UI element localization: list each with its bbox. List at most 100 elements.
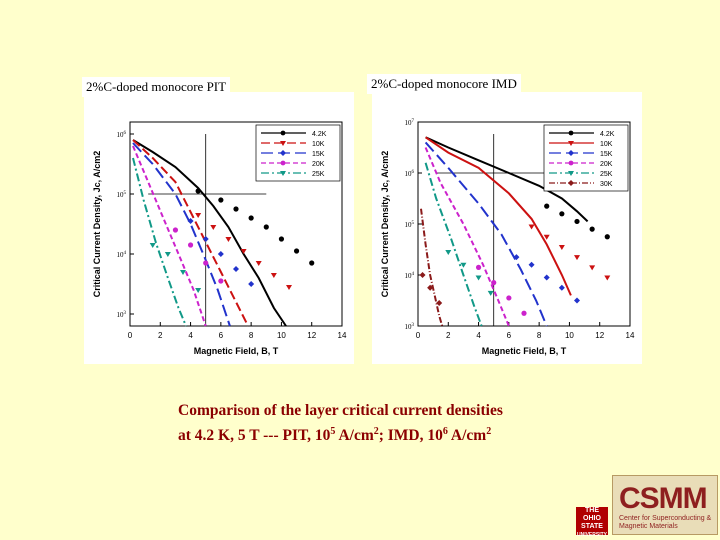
legend-label-4.2K: 4.2K (312, 131, 327, 138)
series-line-30K (420, 208, 444, 327)
series-line-25K (132, 157, 187, 327)
legend-label-30K: 30K (600, 181, 613, 188)
marker-10K (589, 265, 596, 271)
legend-marker-20K (568, 160, 574, 166)
y-tick-label: 107 (405, 119, 415, 127)
series-line-15K (132, 142, 231, 327)
marker-4.2K (309, 260, 315, 266)
marker-15K (528, 261, 535, 268)
osu-logo: THE OHIO STATE UNIVERSITY (576, 507, 608, 538)
marker-25K (460, 262, 467, 268)
x-tick-label: 2 (446, 331, 451, 340)
marker-10K (270, 273, 277, 278)
marker-30K (419, 272, 426, 278)
marker-15K (187, 218, 194, 224)
marker-15K (543, 274, 550, 281)
legend-box (543, 124, 629, 192)
marker-25K (164, 252, 171, 257)
imd-panel-title: 2%C-doped monocore IMD (367, 74, 521, 94)
legend-marker-10K (568, 141, 574, 146)
pit-chart-panel: 0 2 4 6 8 10 12 14 106 105 104 103 Magnetic Field, B… (84, 92, 354, 364)
legend-marker-15K (280, 150, 286, 156)
x-tick-label: 14 (626, 331, 635, 340)
marker-4.2K (278, 236, 285, 242)
series-line-20K (424, 147, 510, 327)
legend-label-25K: 25K (600, 171, 613, 178)
legend-label-10K: 10K (312, 141, 325, 148)
x-axis-label: Magnetic Field, B, T (482, 346, 567, 356)
marker-15K (248, 281, 255, 287)
marker-20K (475, 264, 482, 270)
plot-frame (129, 121, 343, 327)
series-line-15K (424, 141, 548, 327)
marker-10K (604, 275, 611, 281)
x-tick-label: 4 (476, 331, 481, 340)
legend-marker-15K (568, 150, 574, 156)
marker-10K (543, 234, 550, 240)
marker-25K (475, 275, 482, 281)
marker-25K (180, 270, 186, 275)
marker-15K (233, 266, 239, 272)
marker-15K (574, 297, 580, 304)
marker-25K (445, 250, 452, 256)
series-line-4.2K (132, 139, 287, 327)
csmm-logo: CSMM Center for Superconducting & Magnet… (612, 475, 718, 535)
marker-10K (558, 244, 565, 250)
imd-chart: 0 2 4 6 8 10 12 14 107 106 105 104 103 Magnetic Field… (380, 119, 635, 356)
marker-20K (172, 227, 179, 233)
marker-15K (217, 251, 224, 257)
marker-4.2K (263, 224, 269, 230)
y-axis-label: Critical Current Density, Jc, A/cm2 (92, 151, 102, 298)
y-tick-label: 105 (405, 221, 415, 229)
marker-10K (255, 261, 262, 266)
series-line-10K (132, 139, 249, 327)
y-tick-label: 104 (117, 251, 127, 259)
series-line-20K (132, 145, 207, 327)
y-tick-label: 105 (117, 191, 127, 199)
marker-4.2K (604, 234, 610, 240)
legend-label-20K: 20K (600, 161, 613, 168)
legend-marker-25K (280, 171, 286, 176)
series-line-25K (424, 162, 483, 327)
marker-25K (149, 243, 156, 248)
legend-label-15K: 15K (600, 151, 613, 158)
marker-25K (487, 290, 494, 296)
legend-label-15K: 15K (312, 151, 325, 158)
legend-marker-10K (280, 141, 286, 146)
marker-4.2K (293, 248, 300, 254)
legend-marker-30K (568, 180, 574, 186)
x-tick-label: 6 (219, 331, 224, 340)
legend-marker-25K (568, 171, 574, 176)
marker-4.2K (544, 203, 550, 209)
pit-chart: 0 2 4 6 8 10 12 14 106 105 104 103 Magnetic Field, B… (92, 121, 347, 356)
x-axis-label: Magnetic Field, B, T (194, 346, 279, 356)
marker-20K (521, 310, 527, 316)
marker-25K (195, 288, 202, 293)
x-tick-label: 6 (507, 331, 512, 340)
marker-10K (528, 224, 535, 230)
imd-chart-panel: 0 2 4 6 8 10 12 14 107 106 105 104 103 Magnetic Field… (372, 92, 642, 364)
marker-15K (513, 254, 520, 261)
marker-10K (195, 213, 202, 218)
caption-line-1: Comparison of the layer critical current… (178, 402, 503, 419)
marker-4.2K (233, 206, 239, 212)
csmm-logo-subtitle: Center for Superconducting & Magnetic Ma… (619, 515, 712, 530)
x-tick-label: 10 (277, 331, 286, 340)
marker-4.2K (589, 226, 595, 232)
x-tick-label: 12 (307, 331, 316, 340)
marker-15K (558, 284, 565, 291)
x-tick-label: 2 (158, 331, 163, 340)
marker-10K (240, 249, 247, 254)
marker-30K (427, 284, 434, 291)
y-tick-label: 104 (405, 272, 415, 280)
marker-20K (218, 278, 224, 284)
marker-20K (203, 260, 209, 266)
legend-marker-4.2K (568, 130, 574, 136)
caption-line-2: at 4.2 K, 5 T --- PIT, 105 A/cm2; IMD, 1… (178, 426, 492, 445)
marker-10K (286, 285, 292, 290)
y-tick-label: 106 (117, 131, 127, 139)
marker-20K (506, 295, 512, 301)
legend-marker-4.2K (280, 130, 286, 136)
marker-30K (436, 300, 443, 307)
legend-label-10K: 10K (600, 141, 613, 148)
